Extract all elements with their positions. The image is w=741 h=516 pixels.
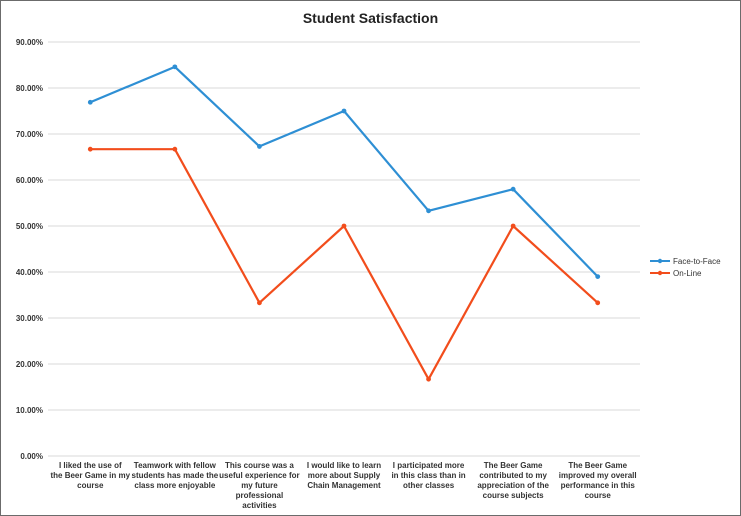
data-point bbox=[426, 208, 431, 214]
data-point bbox=[426, 376, 431, 382]
x-tick-label: The Beer Game contributed to my appreciati… bbox=[477, 461, 549, 500]
y-tick-label: 50.00% bbox=[16, 222, 43, 231]
x-tick-label: I liked the use of the Beer Game in my cou… bbox=[50, 461, 130, 490]
y-tick-label: 90.00% bbox=[16, 38, 43, 47]
data-point bbox=[595, 300, 601, 306]
y-tick-label: 60.00% bbox=[16, 176, 43, 185]
x-tick-label: The Beer Game improved my overall performa… bbox=[559, 461, 637, 500]
y-tick-label: 80.00% bbox=[16, 84, 43, 93]
y-tick-label: 20.00% bbox=[16, 360, 43, 369]
x-tick-label: I participated more in this class than in… bbox=[391, 461, 465, 490]
data-point bbox=[172, 146, 178, 152]
data-point bbox=[257, 144, 262, 149]
legend-swatch-marker bbox=[657, 270, 663, 276]
data-point bbox=[510, 186, 516, 192]
chart-title: Student Satisfaction bbox=[302, 10, 439, 26]
legend-label: On-Line bbox=[673, 269, 702, 278]
data-point bbox=[341, 223, 347, 229]
y-tick-label: 10.00% bbox=[16, 406, 43, 415]
y-tick-label: 70.00% bbox=[16, 130, 43, 139]
data-point bbox=[172, 64, 178, 70]
x-tick-label: This course was a useful experience for my… bbox=[219, 461, 299, 510]
data-point bbox=[510, 223, 516, 229]
data-point bbox=[341, 108, 347, 114]
x-tick-label: Teamwork with fellow students has made th… bbox=[132, 461, 219, 490]
y-tick-label: 40.00% bbox=[16, 268, 43, 277]
series-line-0 bbox=[89, 65, 599, 278]
data-point bbox=[87, 146, 93, 152]
legend-label: Face-to-Face bbox=[673, 257, 721, 266]
data-point bbox=[257, 300, 262, 306]
series-line-1 bbox=[90, 148, 599, 381]
y-tick-label: 30.00% bbox=[16, 314, 43, 323]
data-point bbox=[87, 99, 93, 105]
y-tick-label: 0.00% bbox=[20, 452, 43, 461]
x-tick-label: I would like to learn more about Supply Ch… bbox=[307, 461, 381, 490]
legend-swatch-marker bbox=[657, 258, 663, 264]
data-point bbox=[595, 274, 601, 279]
